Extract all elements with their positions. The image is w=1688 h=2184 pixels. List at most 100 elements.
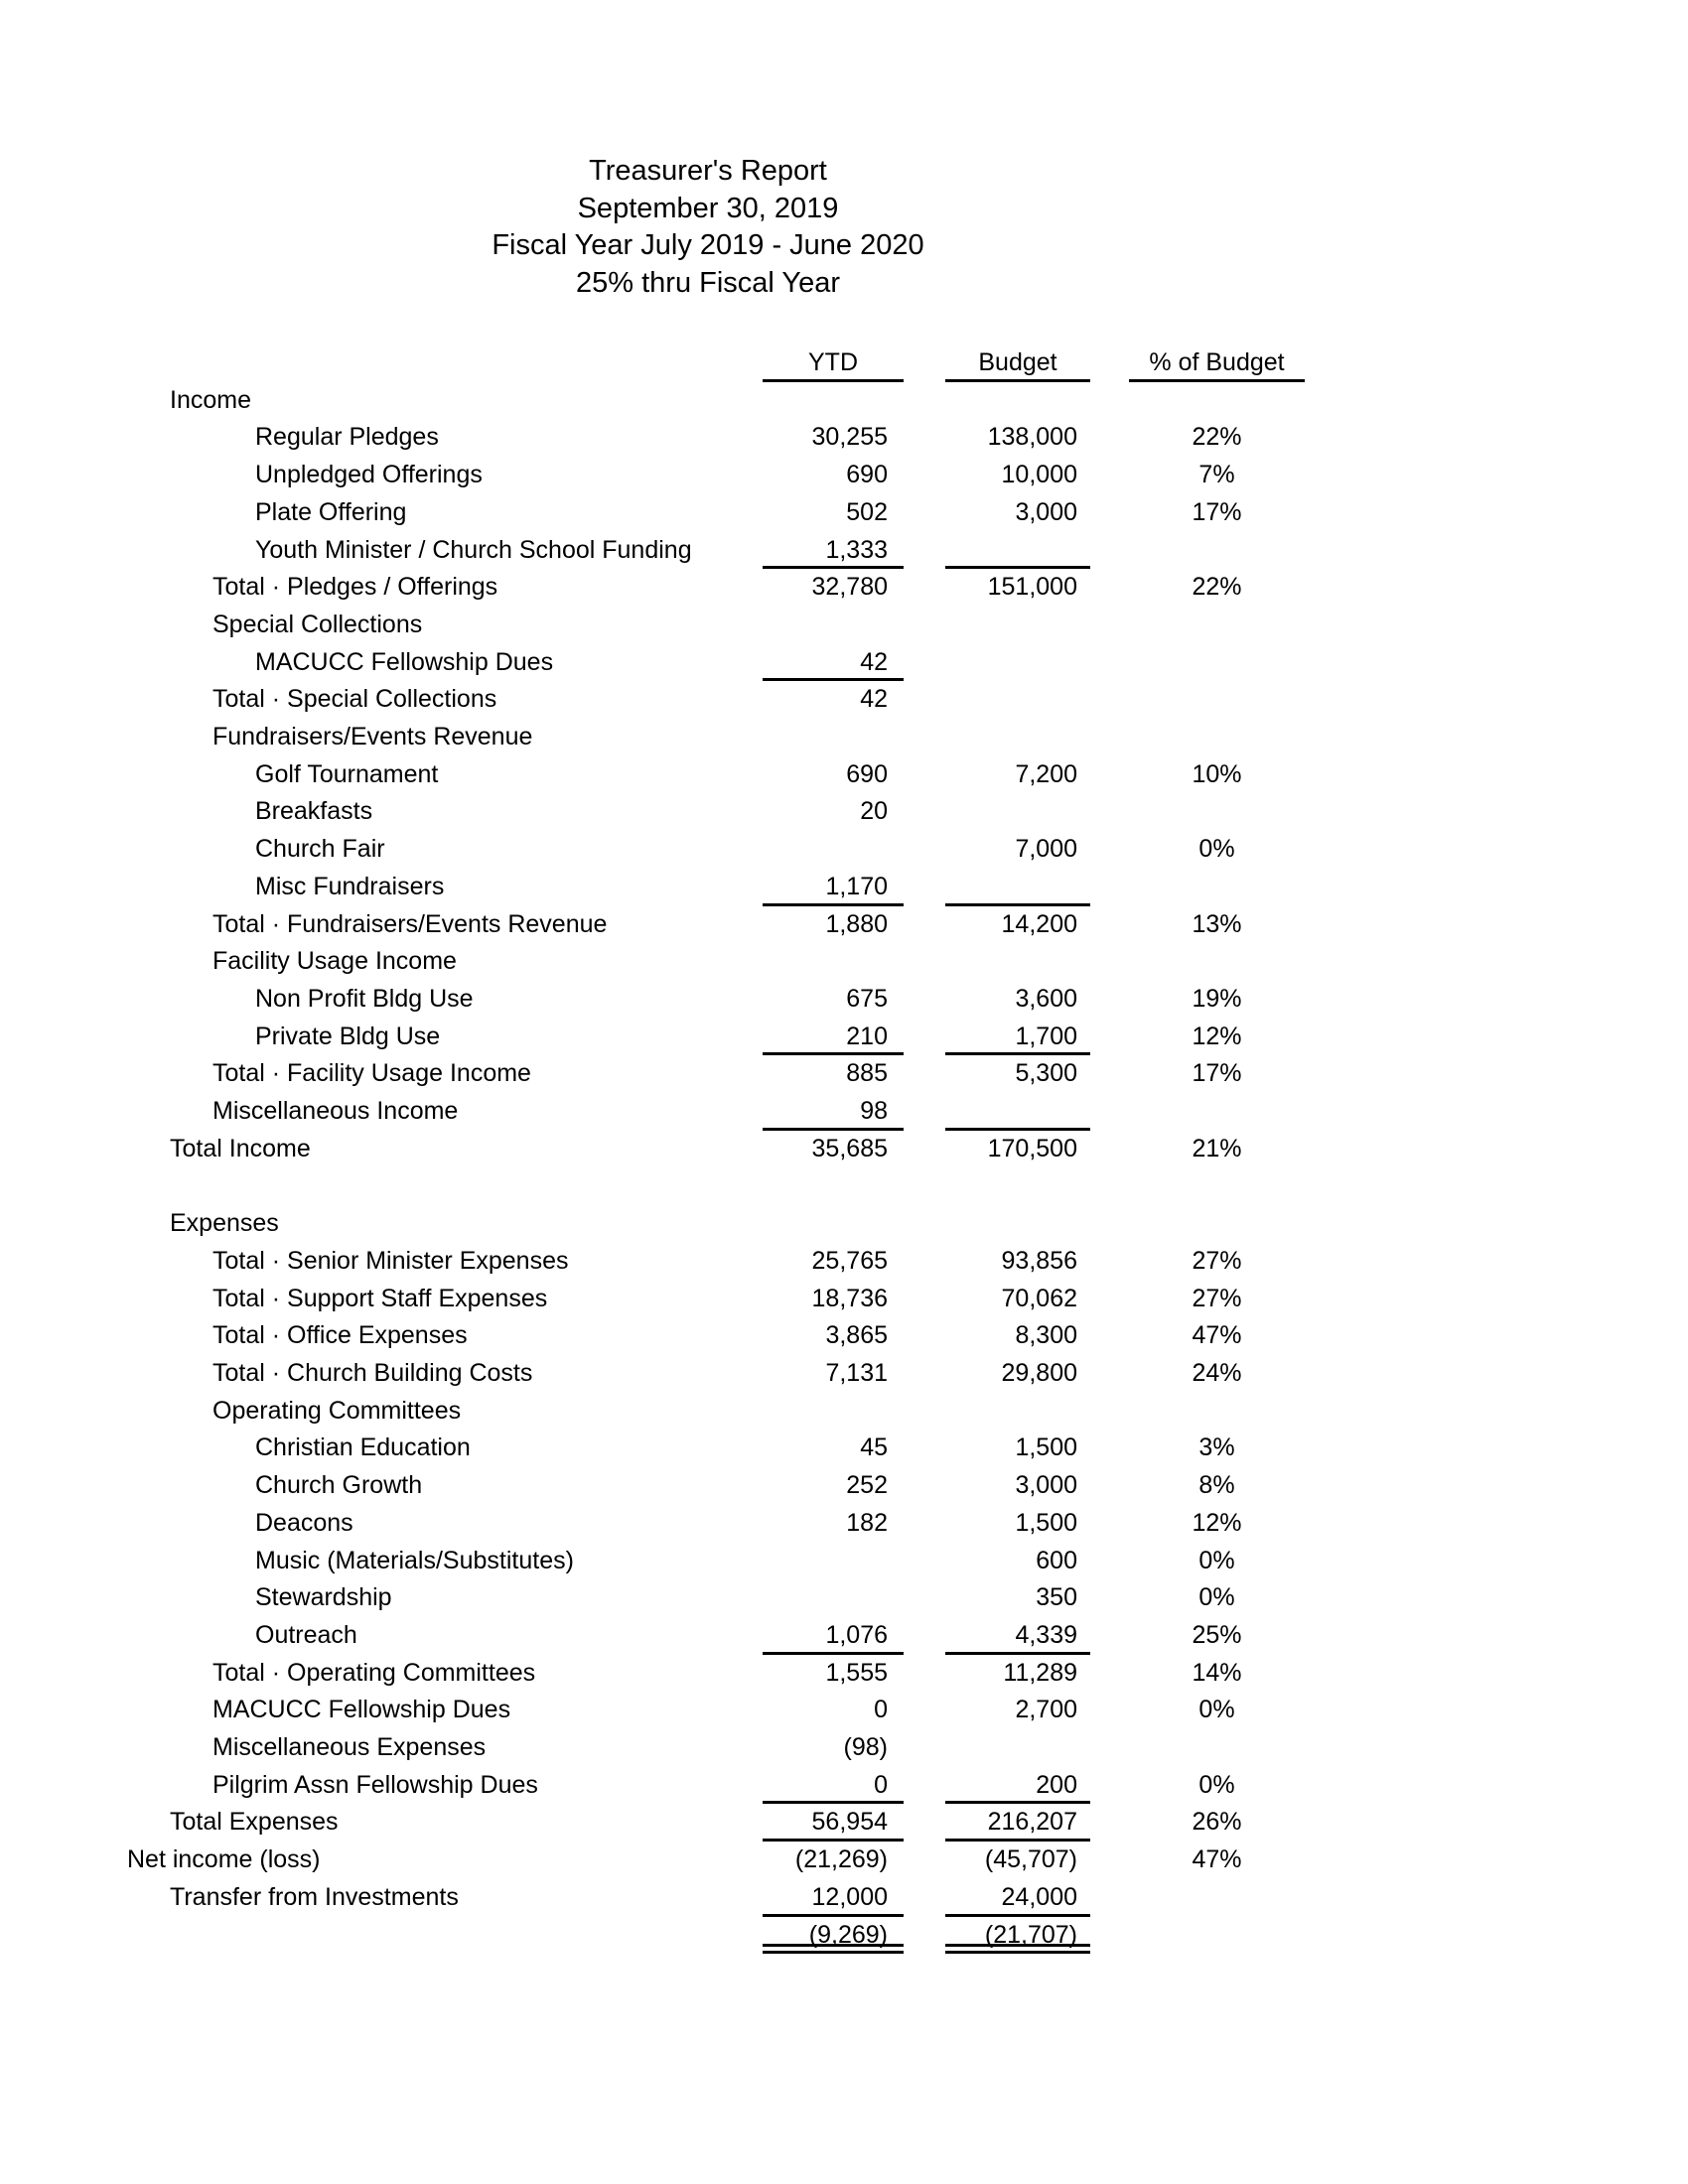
row-label: Pilgrim Assn Fellowship Dues bbox=[212, 1770, 538, 1799]
pct-cell bbox=[1129, 644, 1305, 682]
table-row: Total · Office Expenses 3,865 8,300 47% bbox=[0, 1317, 1688, 1355]
ytd-cell: 1,555 bbox=[825, 1658, 888, 1687]
pct-cell bbox=[1129, 719, 1305, 756]
ytd-cell bbox=[763, 382, 904, 420]
budget-cell: 7,000 bbox=[1015, 835, 1077, 864]
ytd-column-header: YTD bbox=[763, 344, 904, 382]
pct-cell: 27% bbox=[1192, 1284, 1242, 1312]
pct-cell bbox=[1129, 382, 1305, 420]
ytd-cell: 42 bbox=[860, 685, 888, 714]
row-label: Total · Support Staff Expenses bbox=[212, 1284, 548, 1312]
table-row: Total · Pledges / Offerings 32,780 151,0… bbox=[0, 569, 1688, 607]
budget-cell: (21,707) bbox=[945, 1917, 1090, 1955]
row-label: Miscellaneous Expenses bbox=[212, 1733, 487, 1762]
ytd-cell: 0 bbox=[874, 1696, 888, 1724]
table-row: Stewardship 350 0% bbox=[0, 1579, 1688, 1617]
budget-cell: 8,300 bbox=[1015, 1321, 1077, 1350]
ytd-cell: 502 bbox=[846, 497, 888, 526]
ytd-cell: 56,954 bbox=[763, 1804, 904, 1843]
row-label: Total Income bbox=[170, 1134, 311, 1162]
table-row: (9,269) (21,707) bbox=[0, 1917, 1688, 1955]
report-fiscal-year: Fiscal Year July 2019 - June 2020 bbox=[492, 229, 924, 262]
budget-cell: 216,207 bbox=[945, 1804, 1090, 1843]
ytd-cell: 1,076 bbox=[763, 1617, 904, 1655]
pct-cell: 7% bbox=[1198, 461, 1235, 489]
row-label: Total · Operating Committees bbox=[212, 1658, 536, 1687]
table-row: Plate Offering 502 3,000 17% bbox=[0, 494, 1688, 532]
budget-cell: 24,000 bbox=[945, 1879, 1090, 1917]
budget-cell bbox=[945, 532, 1090, 570]
table-row bbox=[0, 1167, 1688, 1205]
pct-cell: 14% bbox=[1192, 1658, 1242, 1687]
ytd-cell: 885 bbox=[846, 1059, 888, 1088]
budget-cell: 1,500 bbox=[1015, 1508, 1077, 1537]
budget-cell bbox=[945, 793, 1090, 831]
row-label: Total · Facility Usage Income bbox=[212, 1059, 531, 1088]
budget-cell bbox=[945, 1093, 1090, 1131]
budget-cell: 29,800 bbox=[1001, 1358, 1077, 1387]
table-row: Total · Church Building Costs 7,131 29,8… bbox=[0, 1355, 1688, 1393]
table-row: Youth Minister / Church School Funding 1… bbox=[0, 532, 1688, 570]
pct-cell bbox=[1129, 681, 1305, 719]
pct-cell bbox=[1129, 1879, 1305, 1917]
table-row: Non Profit Bldg Use 675 3,600 19% bbox=[0, 981, 1688, 1019]
row-label: Stewardship bbox=[255, 1583, 392, 1612]
ytd-cell: 7,131 bbox=[825, 1358, 888, 1387]
table-row: Church Fair 7,000 0% bbox=[0, 831, 1688, 869]
ytd-cell: 3,865 bbox=[825, 1321, 888, 1350]
row-label: Expenses bbox=[170, 1209, 279, 1238]
table-row: Breakfasts 20 bbox=[0, 793, 1688, 831]
report-title: Treasurer's Report bbox=[589, 155, 827, 187]
ytd-cell bbox=[763, 719, 904, 756]
row-label: Net income (loss) bbox=[127, 1845, 321, 1874]
budget-cell bbox=[945, 1393, 1090, 1431]
row-label: MACUCC Fellowship Dues bbox=[212, 1696, 511, 1724]
ytd-cell: (98) bbox=[843, 1733, 888, 1762]
pct-cell: 21% bbox=[1192, 1134, 1242, 1162]
pct-cell bbox=[1129, 1093, 1305, 1131]
row-label bbox=[0, 1167, 127, 1205]
budget-cell: 5,300 bbox=[1015, 1059, 1077, 1088]
row-label: Fundraisers/Events Revenue bbox=[212, 723, 533, 751]
row-label: Church Growth bbox=[255, 1471, 423, 1500]
budget-cell: 151,000 bbox=[987, 573, 1077, 602]
table-row: Total · Operating Committees 1,555 11,28… bbox=[0, 1655, 1688, 1693]
row-label: Church Fair bbox=[255, 835, 385, 864]
budget-cell: 1,700 bbox=[945, 1019, 1090, 1056]
pct-cell: 22% bbox=[1192, 423, 1242, 452]
report-table: YTD Budget % of Budget Income Regular Pl… bbox=[0, 344, 1688, 1955]
ytd-cell: 675 bbox=[846, 984, 888, 1013]
budget-cell: 3,000 bbox=[1015, 1471, 1077, 1500]
row-label: Deacons bbox=[255, 1508, 353, 1537]
table-row: Total Expenses 56,954 216,207 26% bbox=[0, 1804, 1688, 1843]
ytd-cell bbox=[763, 1167, 904, 1205]
table-row: Total · Facility Usage Income 885 5,300 … bbox=[0, 1055, 1688, 1093]
pct-cell: 17% bbox=[1192, 497, 1242, 526]
table-row: Total · Senior Minister Expenses 25,765 … bbox=[0, 1243, 1688, 1281]
budget-cell bbox=[945, 719, 1090, 756]
budget-cell: 93,856 bbox=[1001, 1246, 1077, 1275]
row-label bbox=[0, 1917, 127, 1955]
pct-cell: 0% bbox=[1198, 1583, 1235, 1612]
pct-cell: 26% bbox=[1192, 1808, 1242, 1837]
row-label: Regular Pledges bbox=[255, 423, 439, 452]
row-label: Total · Fundraisers/Events Revenue bbox=[212, 909, 608, 938]
row-label: Christian Education bbox=[255, 1433, 471, 1462]
ytd-cell: 25,765 bbox=[811, 1246, 888, 1275]
budget-cell: 170,500 bbox=[987, 1134, 1077, 1162]
pct-cell: 17% bbox=[1192, 1059, 1242, 1088]
table-row: Church Growth 252 3,000 8% bbox=[0, 1467, 1688, 1505]
pct-cell: 13% bbox=[1192, 909, 1242, 938]
table-row: MACUCC Fellowship Dues 42 bbox=[0, 644, 1688, 682]
pct-cell: 0% bbox=[1198, 1546, 1235, 1574]
pct-cell bbox=[1129, 532, 1305, 570]
row-label: Total · Special Collections bbox=[212, 685, 497, 714]
pct-cell: 0% bbox=[1198, 835, 1235, 864]
pct-cell: 25% bbox=[1192, 1620, 1242, 1649]
pct-cell: 19% bbox=[1192, 984, 1242, 1013]
budget-cell: 11,289 bbox=[1003, 1658, 1077, 1687]
table-row: Deacons 182 1,500 12% bbox=[0, 1505, 1688, 1543]
pct-cell: 27% bbox=[1192, 1246, 1242, 1275]
ytd-cell: 98 bbox=[763, 1093, 904, 1131]
budget-cell bbox=[945, 943, 1090, 981]
